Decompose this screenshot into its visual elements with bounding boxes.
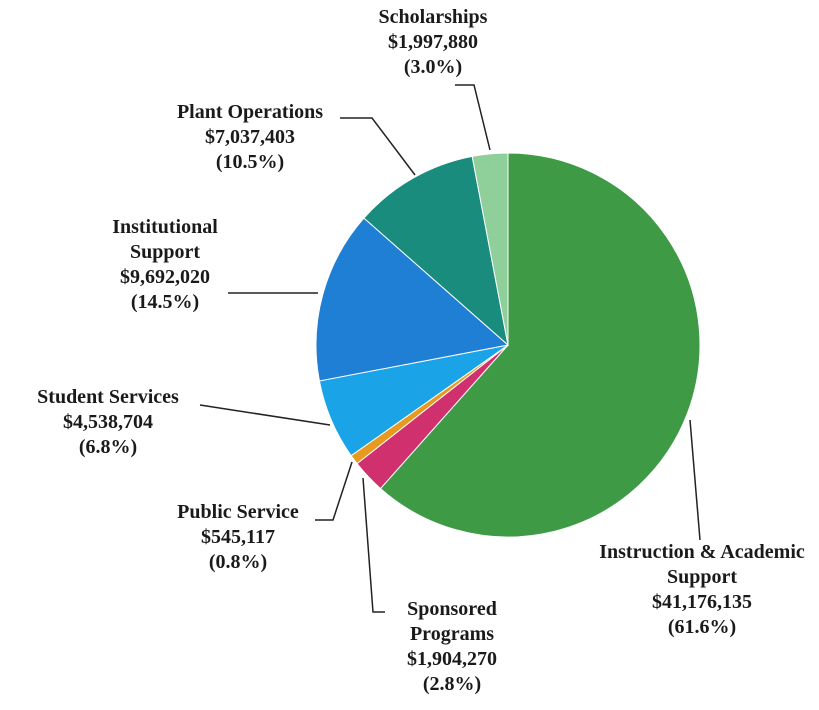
- slice-label: Institutional Support $9,692,020 (14.5%): [90, 215, 240, 315]
- percent-label: (14.5%): [130, 291, 200, 313]
- pie-slice: [363, 155, 509, 347]
- category-label: Scholarships: [378, 6, 488, 28]
- leader-line: [362, 477, 385, 613]
- category-label: Sponsored Programs: [407, 598, 497, 645]
- category-label: Student Services: [37, 386, 179, 408]
- slice-label: Sponsored Programs $1,904,270 (2.8%): [387, 597, 517, 697]
- slice-label: Instruction & Academic Support $41,176,13…: [597, 540, 807, 640]
- slice-label: Student Services $4,538,704 (6.8%): [3, 385, 213, 460]
- value-label: $7,037,403: [205, 126, 295, 148]
- percent-label: (61.6%): [667, 616, 737, 638]
- category-label: Public Service: [177, 501, 299, 523]
- category-label: Plant Operations: [176, 101, 324, 123]
- pie-slice: [471, 152, 509, 346]
- value-label: $4,538,704: [63, 411, 153, 433]
- value-label: $1,997,880: [388, 31, 478, 53]
- value-label: $1,904,270: [407, 648, 497, 670]
- leader-line: [199, 404, 331, 426]
- leader-line: [455, 84, 491, 151]
- leader-line: [340, 117, 416, 176]
- slice-label: Public Service $545,117 (0.8%): [138, 500, 338, 575]
- leader-line: [315, 461, 353, 521]
- pie-slice: [379, 152, 701, 538]
- value-label: $545,117: [201, 526, 275, 548]
- slice-label: Scholarships $1,997,880 (3.0%): [333, 5, 533, 80]
- category-label: Instruction & Academic Support: [599, 541, 805, 588]
- percent-label: (0.8%): [208, 551, 268, 573]
- percent-label: (10.5%): [215, 151, 285, 173]
- pie-slice: [315, 217, 510, 382]
- value-label: $41,176,135: [652, 591, 752, 613]
- value-label: $9,692,020: [120, 266, 210, 288]
- percent-label: (2.8%): [422, 673, 482, 695]
- category-label: Institutional Support: [112, 216, 218, 263]
- percent-label: (6.8%): [78, 436, 138, 458]
- leader-line: [689, 419, 701, 541]
- slice-label: Plant Operations $7,037,403 (10.5%): [140, 100, 360, 175]
- percent-label: (3.0%): [403, 56, 463, 78]
